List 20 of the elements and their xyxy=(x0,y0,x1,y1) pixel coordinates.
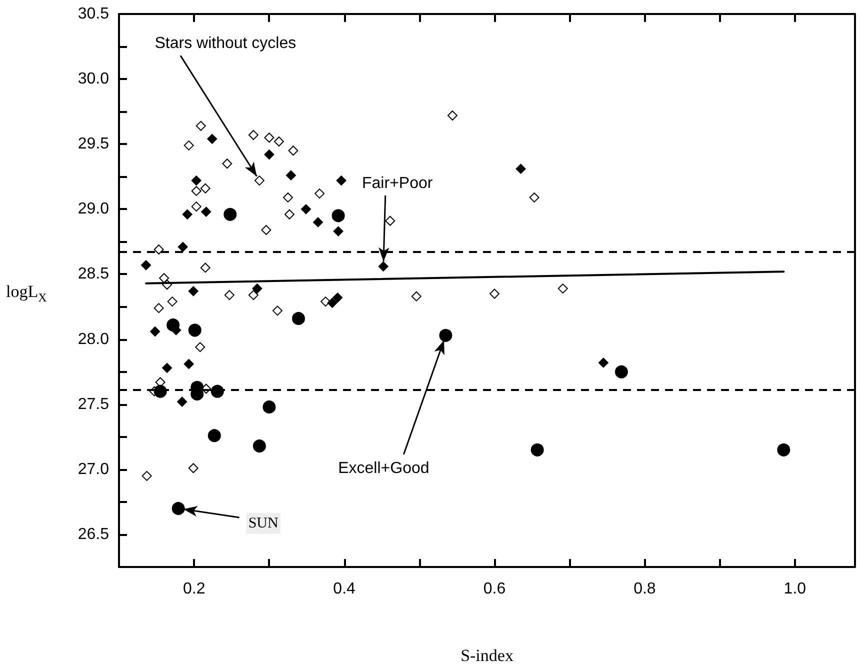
x-tick-label: 0.4 xyxy=(333,580,356,598)
y-tick-label: 29.5 xyxy=(78,136,110,153)
y-tick-label: 27.0 xyxy=(78,460,110,478)
annotation: Stars without cycles xyxy=(154,35,296,52)
annotation: Excell+Good xyxy=(338,460,430,477)
x-tick-label: 0.2 xyxy=(182,580,206,598)
y-tick-label: 28.0 xyxy=(78,330,110,348)
y-tick-label: 30.5 xyxy=(78,6,110,22)
y-axis-title: logL$_{X}$ xyxy=(6,282,47,306)
y-tick-label: 30.0 xyxy=(78,70,110,88)
annotation: SUN xyxy=(248,515,278,532)
x-axis-title: S-index xyxy=(460,646,514,665)
y-tick-label: 26.5 xyxy=(78,526,110,543)
x-tick-label: 0.8 xyxy=(634,580,656,598)
x-tick-label: 1.0 xyxy=(784,580,806,598)
y-tick-label: 29.0 xyxy=(78,200,110,218)
annotation: Fair+Poor xyxy=(362,174,434,192)
y-tick-label: 28.5 xyxy=(78,266,110,283)
x-tick-label: 0.6 xyxy=(483,580,506,598)
y-tick-label: 27.5 xyxy=(78,396,110,413)
